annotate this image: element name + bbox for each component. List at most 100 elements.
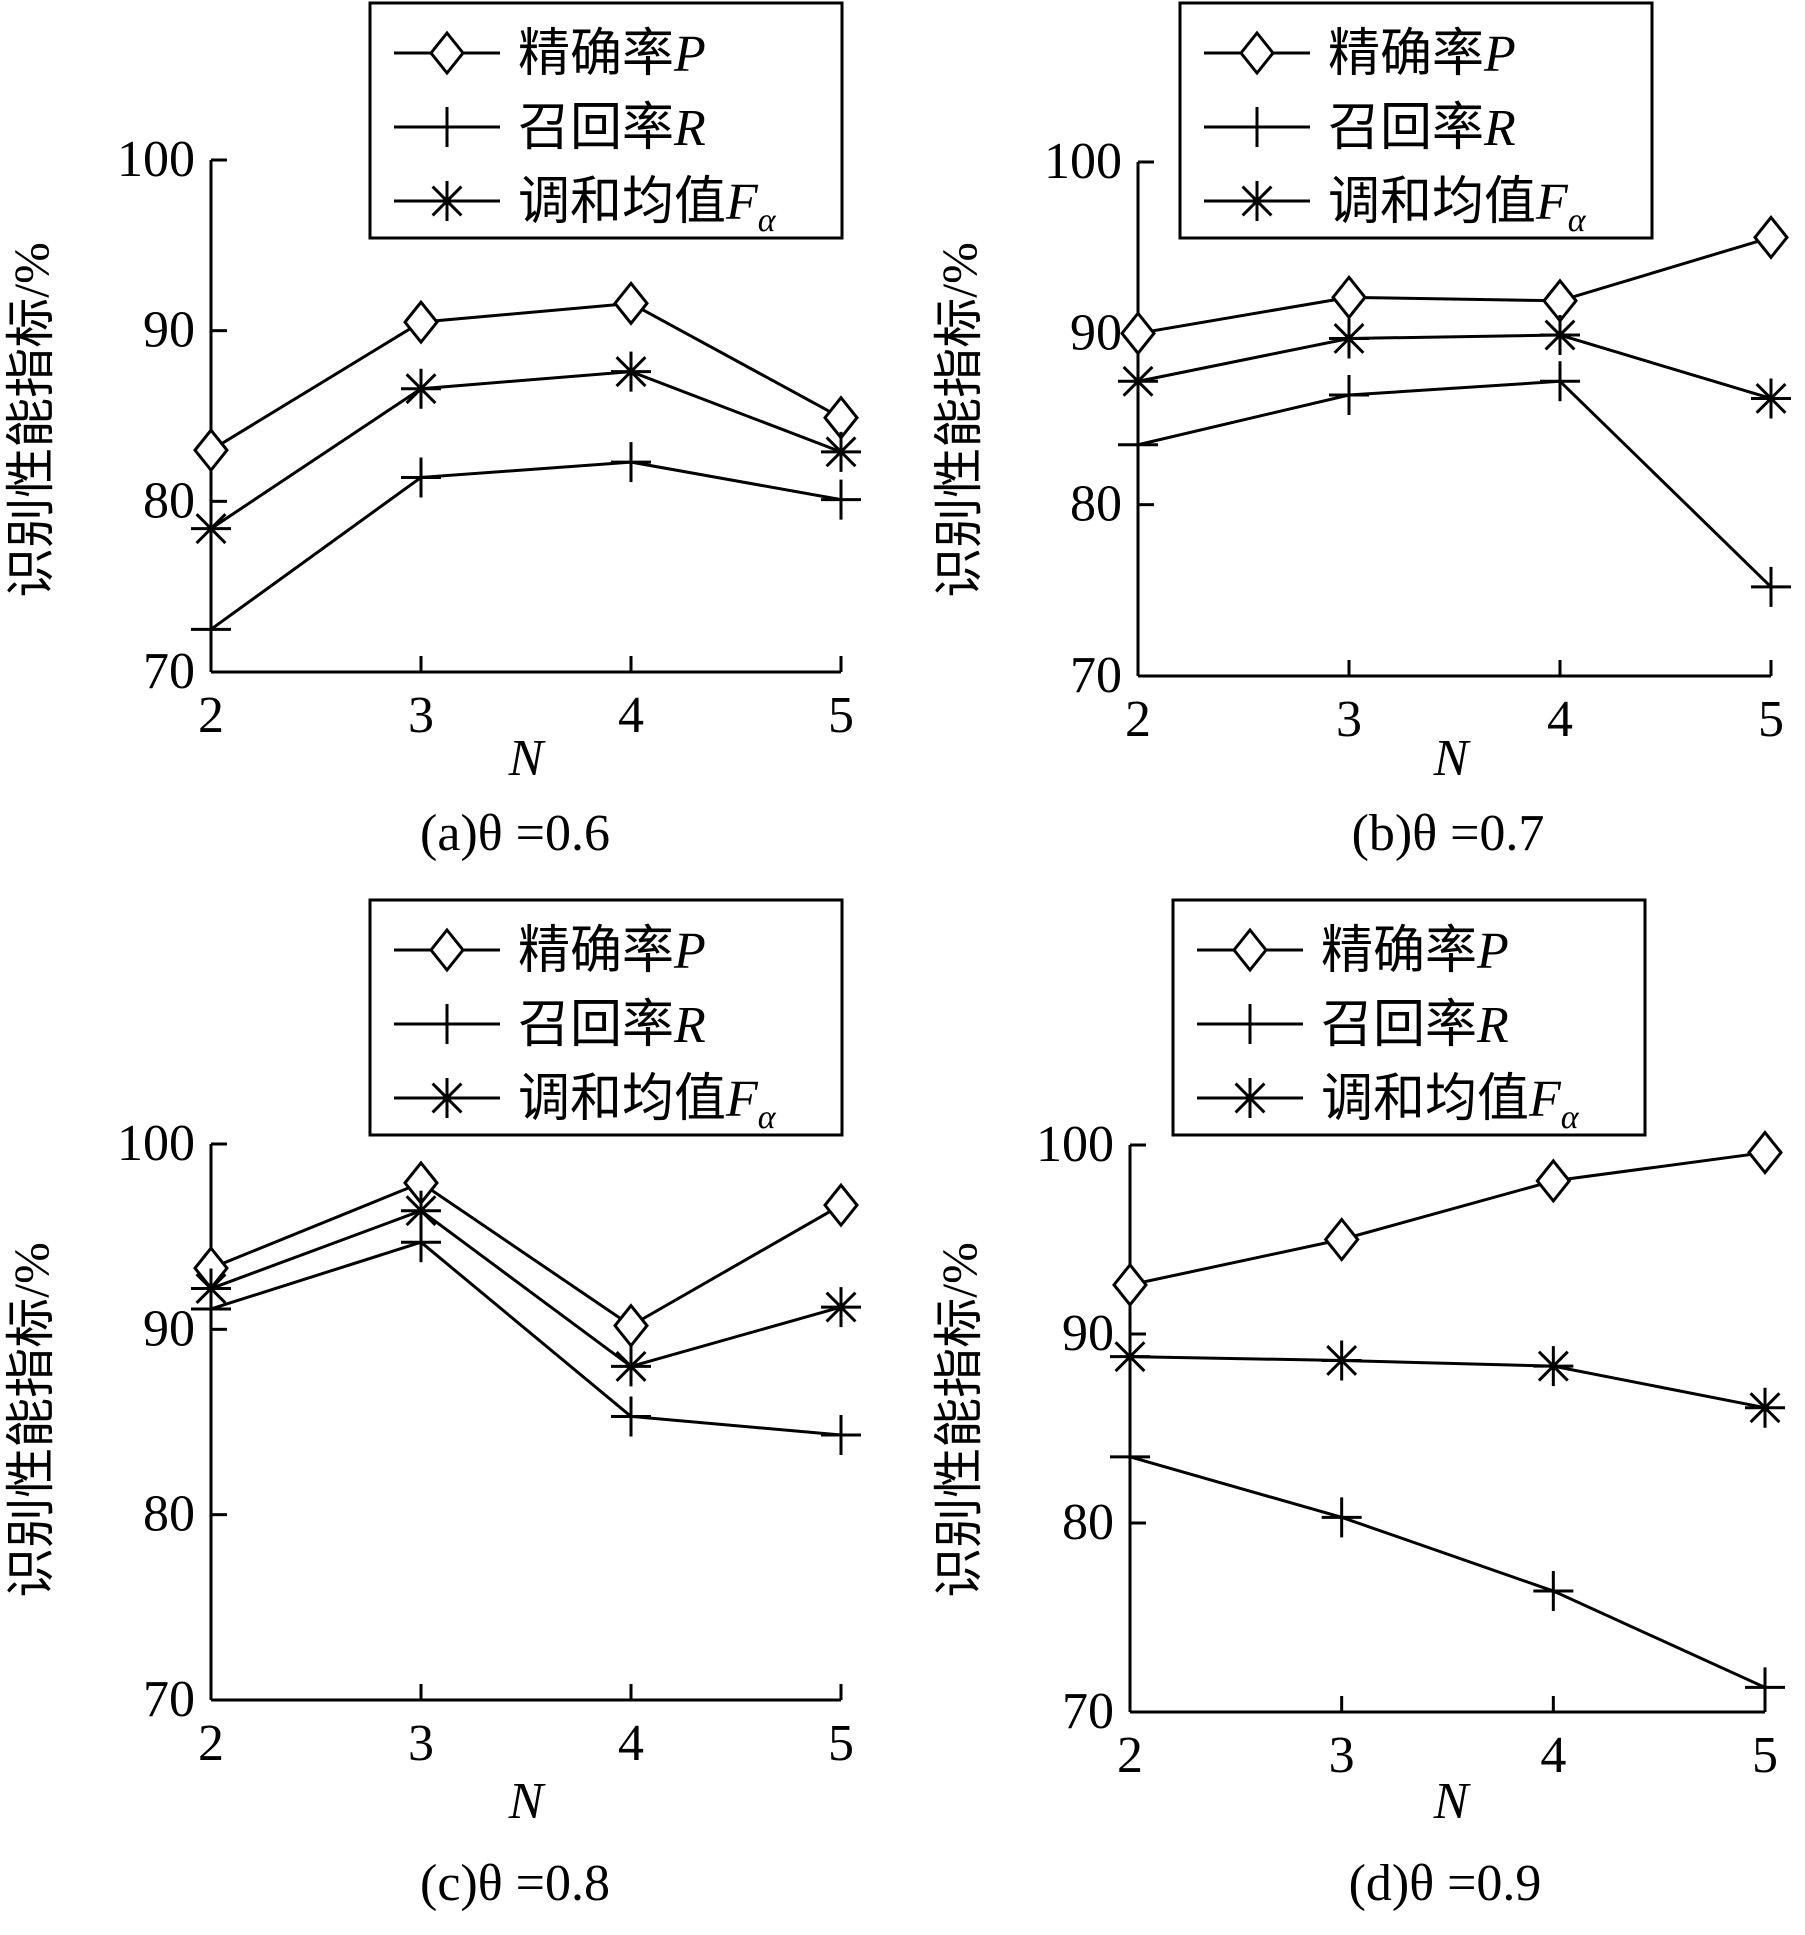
y-tick-label: 70 (1070, 647, 1122, 704)
data-point (401, 1190, 441, 1231)
legend-marker (429, 927, 465, 973)
y-axis-label: 识别性能指标/% (931, 1242, 987, 1598)
y-tick-label: 90 (1070, 304, 1122, 361)
series-2 (191, 442, 861, 650)
legend-label: 调和均值Fα (518, 174, 777, 239)
data-point (1329, 375, 1369, 416)
legend-item: 调和均值Fα (394, 1071, 777, 1136)
chart-panel-1: 70 80 90 100 2 3 4 5 N 识别性能指标/% (a)θ =0.6 精确率P 召回率R 调… (3, 1, 861, 862)
data-point (1542, 278, 1578, 324)
y-tick-label: 70 (1062, 1683, 1114, 1740)
chart-panel-3: 70 80 90 100 2 3 4 5 N 识别性能指标/% (c)θ =0.8 精确率P 召回率R 调… (3, 898, 861, 1912)
data-point (1321, 1497, 1362, 1538)
data-point (613, 280, 649, 326)
series-3 (191, 351, 861, 549)
x-tick-label: 5 (828, 687, 854, 744)
legend-label: 调和均值Fα (518, 1071, 777, 1136)
y-axis-label: 识别性能指标/% (3, 1242, 59, 1598)
y-tick-label: 70 (143, 643, 195, 700)
series-line (210, 301, 842, 452)
panel-caption: (b)θ =0.7 (1352, 805, 1545, 862)
data-point (401, 457, 441, 498)
data-point (821, 1414, 861, 1455)
data-point (1745, 1387, 1785, 1428)
y-tick-label: 80 (143, 472, 195, 529)
x-axis-label: N (508, 730, 547, 787)
data-point (611, 442, 651, 483)
series-line (210, 370, 842, 530)
series-line (210, 460, 842, 631)
x-tick-label: 2 (1125, 691, 1151, 748)
x-tick-label: 4 (1547, 691, 1573, 748)
data-point (611, 1396, 651, 1437)
legend-item: 精确率P (394, 26, 706, 83)
legend-label: 调和均值Fα (1321, 1071, 1580, 1136)
series-1 (1112, 1130, 1783, 1308)
x-tick-label: 3 (1336, 691, 1362, 748)
x-tick-label: 4 (618, 1715, 644, 1772)
y-tick-label: 90 (143, 302, 195, 359)
data-point (1751, 378, 1791, 419)
legend-marker (1237, 107, 1277, 147)
y-tick-label: 100 (1044, 133, 1122, 190)
data-point (1321, 1340, 1362, 1381)
data-point (1533, 1571, 1574, 1612)
series-1 (193, 1160, 859, 1349)
x-tick-label: 2 (1117, 1727, 1143, 1784)
legend-label: 精确率P (518, 923, 706, 980)
chart-panel-2: 70 80 90 100 2 3 4 5 N 识别性能指标/% (b)θ =0.7 精确率P 召回率R 调… (931, 1, 1791, 862)
data-point (821, 479, 861, 520)
data-point (611, 1346, 651, 1387)
y-axis-label: 识别性能指标/% (3, 242, 59, 598)
data-point (1540, 361, 1580, 402)
data-point (191, 508, 231, 549)
legend-label: 精确率P (1328, 26, 1516, 83)
data-point (1540, 315, 1580, 356)
y-tick-label: 70 (143, 1671, 195, 1728)
series-3 (191, 1190, 861, 1387)
data-point (613, 1303, 649, 1349)
legend-marker (429, 30, 465, 76)
data-point (1747, 1130, 1783, 1175)
y-tick-label: 80 (143, 1486, 195, 1543)
x-axis-label: N (1433, 730, 1472, 787)
series-line (1137, 379, 1773, 588)
data-point (1110, 1436, 1150, 1477)
data-point (823, 1182, 859, 1228)
panel-caption: (c)θ =0.8 (420, 1855, 610, 1912)
data-point (1331, 274, 1367, 320)
y-tick-label: 100 (117, 1115, 195, 1172)
legend: 精确率P 召回率R 调和均值Fα (1171, 898, 1647, 1137)
y-tick-label: 80 (1062, 1494, 1114, 1551)
chart-panel-4: 70 80 90 100 2 3 4 5 N 识别性能指标/% (d)θ =0.9 精确率P 召回率R 调… (931, 898, 1785, 1912)
legend-item: 精确率P (1197, 923, 1509, 980)
legend-label: 召回率R (1321, 997, 1509, 1054)
data-point (1533, 1346, 1574, 1387)
series-2 (1110, 1436, 1785, 1708)
legend-label: 调和均值Fα (1328, 174, 1587, 239)
data-point (191, 609, 231, 650)
data-point (611, 351, 651, 392)
legend-item: 调和均值Fα (1197, 1071, 1580, 1136)
series-3 (1110, 1336, 1785, 1428)
legend-marker (427, 1078, 467, 1118)
x-tick-label: 2 (198, 1715, 224, 1772)
legend-item: 召回率R (394, 997, 706, 1054)
series-line (1137, 235, 1772, 335)
legend-label: 召回率R (518, 100, 706, 157)
legend-marker (1237, 181, 1277, 221)
data-point (1323, 1217, 1360, 1262)
y-tick-label: 100 (1036, 1116, 1114, 1173)
x-tick-label: 4 (1540, 1727, 1566, 1784)
data-point (403, 299, 439, 345)
legend-marker (427, 107, 467, 147)
legend-item: 召回率R (1197, 997, 1509, 1054)
panel-caption: (d)θ =0.9 (1349, 1855, 1542, 1912)
data-point (1745, 1667, 1785, 1708)
y-tick-label: 100 (117, 131, 195, 188)
legend-marker (1239, 30, 1275, 76)
x-tick-label: 3 (408, 687, 434, 744)
series-line (210, 1181, 842, 1328)
y-axis-label: 识别性能指标/% (931, 242, 987, 598)
x-tick-label: 5 (828, 1715, 854, 1772)
